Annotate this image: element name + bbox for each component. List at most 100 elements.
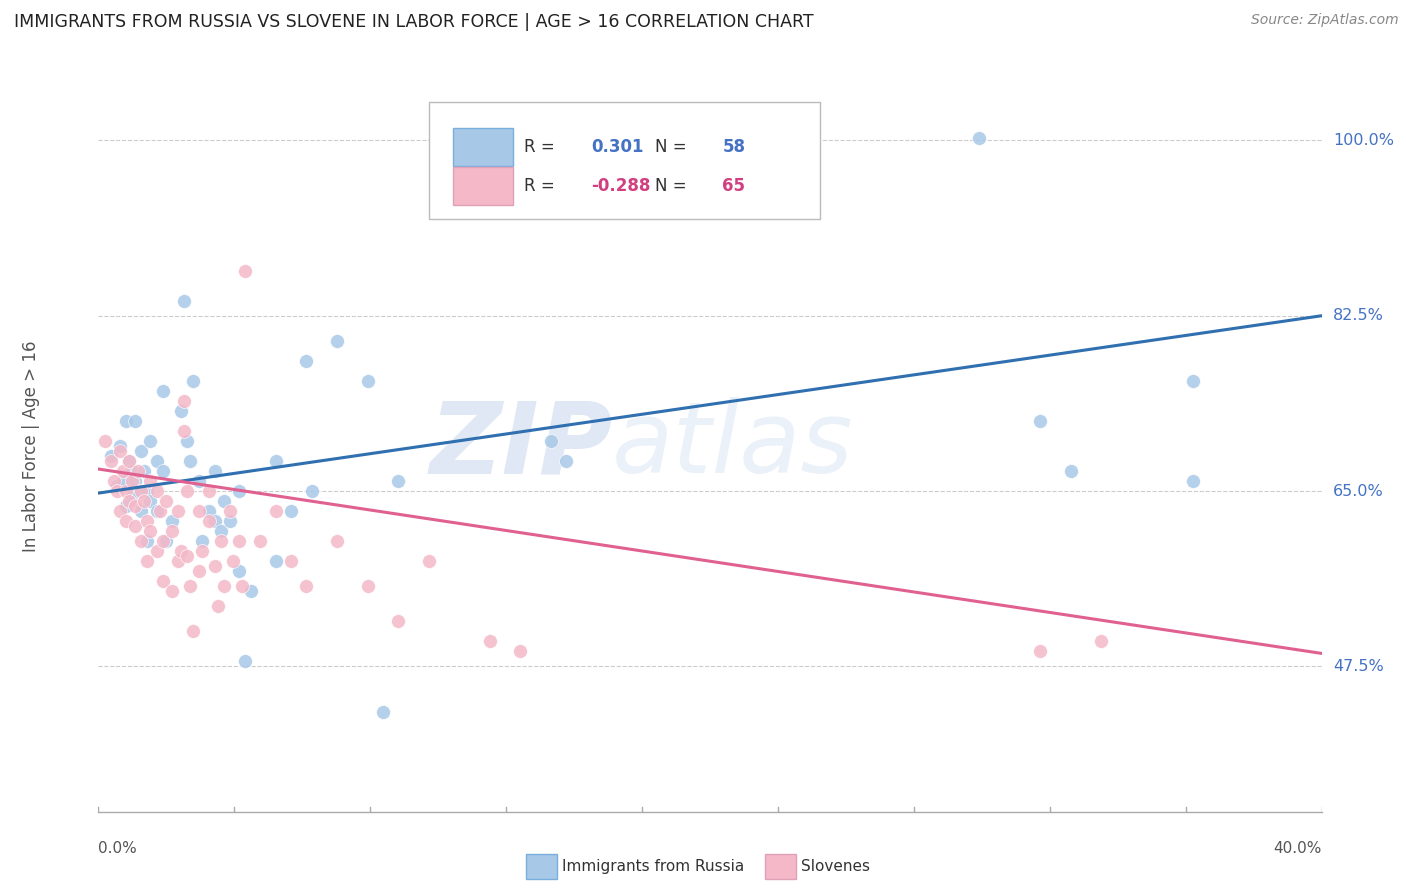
Point <box>121 464 143 478</box>
Point <box>134 464 156 478</box>
Text: Slovenes: Slovenes <box>801 859 870 873</box>
Point <box>127 464 149 478</box>
Point <box>181 374 204 388</box>
Text: 65: 65 <box>723 177 745 194</box>
Point <box>179 454 201 468</box>
Point <box>170 404 193 418</box>
Point <box>129 504 152 518</box>
Point <box>176 434 198 448</box>
FancyBboxPatch shape <box>453 128 513 166</box>
Point <box>115 414 138 428</box>
Point <box>301 484 323 499</box>
Point <box>295 579 318 593</box>
Point <box>145 544 167 558</box>
Point <box>387 474 409 488</box>
Point <box>121 489 143 503</box>
Point <box>209 534 232 549</box>
Point <box>212 494 235 508</box>
FancyBboxPatch shape <box>453 167 513 204</box>
Text: R =: R = <box>524 138 555 156</box>
Text: Immigrants from Russia: Immigrants from Russia <box>562 859 745 873</box>
Text: 82.5%: 82.5% <box>1333 309 1384 323</box>
Point <box>219 504 242 518</box>
Point <box>555 454 578 468</box>
Point <box>478 634 501 648</box>
Point <box>1029 644 1052 658</box>
Point <box>371 705 394 719</box>
Point <box>212 579 235 593</box>
Point <box>105 484 128 499</box>
Text: 47.5%: 47.5% <box>1333 659 1384 674</box>
Point <box>145 484 167 499</box>
Point <box>188 564 211 578</box>
Point <box>127 484 149 499</box>
Point <box>124 414 146 428</box>
Point <box>280 554 302 568</box>
Point <box>967 131 990 145</box>
Point <box>1182 374 1205 388</box>
Point <box>145 504 167 518</box>
Point <box>115 514 138 528</box>
Point <box>191 534 214 549</box>
Point <box>115 499 138 513</box>
Text: -0.288: -0.288 <box>592 177 651 194</box>
Point <box>100 449 122 463</box>
Text: 0.301: 0.301 <box>592 138 644 156</box>
Text: R =: R = <box>524 177 555 194</box>
Text: IMMIGRANTS FROM RUSSIA VS SLOVENE IN LABOR FORCE | AGE > 16 CORRELATION CHART: IMMIGRANTS FROM RUSSIA VS SLOVENE IN LAB… <box>14 13 814 31</box>
Point <box>111 464 134 478</box>
Point <box>197 504 219 518</box>
Point <box>118 494 141 508</box>
Point <box>129 484 152 499</box>
Point <box>145 454 167 468</box>
Point <box>173 393 195 408</box>
Point <box>204 464 226 478</box>
Point <box>264 504 287 518</box>
Point <box>280 504 302 518</box>
Point <box>418 554 440 568</box>
Point <box>207 599 229 614</box>
Point <box>129 444 152 458</box>
Point <box>152 464 174 478</box>
Point <box>136 554 159 568</box>
Point <box>233 263 256 277</box>
Point <box>1090 634 1112 648</box>
Point <box>93 434 115 448</box>
Point <box>240 584 263 599</box>
Point <box>108 439 131 453</box>
FancyBboxPatch shape <box>429 103 820 219</box>
Point <box>204 514 226 528</box>
Point <box>170 544 193 558</box>
Point <box>118 454 141 468</box>
Point <box>111 474 134 488</box>
Point <box>139 474 162 488</box>
Point <box>152 384 174 398</box>
Point <box>124 519 146 533</box>
Point <box>191 544 214 558</box>
Point <box>204 559 226 574</box>
Point <box>108 504 131 518</box>
Point <box>160 584 183 599</box>
Point <box>188 474 211 488</box>
Point <box>231 579 253 593</box>
Point <box>139 494 162 508</box>
Point <box>326 534 349 549</box>
Point <box>540 434 562 448</box>
Text: 65.0%: 65.0% <box>1333 483 1384 499</box>
Point <box>124 474 146 488</box>
Point <box>249 534 271 549</box>
Point <box>167 554 190 568</box>
Point <box>134 494 156 508</box>
Point <box>326 334 349 348</box>
Point <box>219 514 242 528</box>
Point <box>176 549 198 564</box>
Point <box>129 534 152 549</box>
Text: Source: ZipAtlas.com: Source: ZipAtlas.com <box>1251 13 1399 28</box>
Point <box>155 494 177 508</box>
Point <box>136 514 159 528</box>
Point <box>197 484 219 499</box>
Point <box>155 534 177 549</box>
Point <box>228 534 250 549</box>
Point <box>152 534 174 549</box>
Point <box>1182 474 1205 488</box>
